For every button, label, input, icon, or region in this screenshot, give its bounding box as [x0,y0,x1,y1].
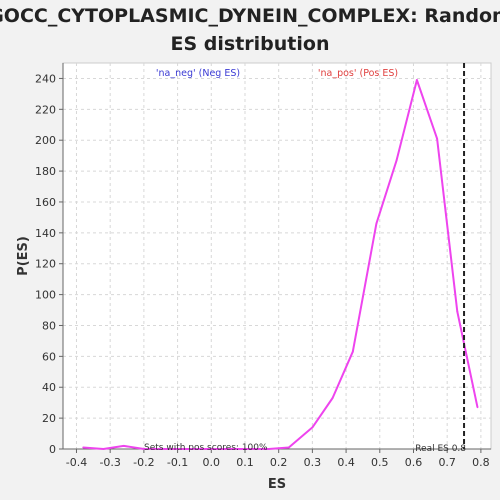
data-point [456,310,459,313]
series-line [83,79,479,450]
x-tick-label: 0.6 [405,456,423,469]
data-point [163,448,166,450]
data-point [82,446,85,449]
y-tick-label: 80 [42,319,56,332]
y-tick-label: 240 [35,72,56,85]
data-point [287,446,290,449]
data-point [102,448,105,450]
real-es-label: Real ES 0.8 [415,444,466,454]
legend-pos-label: 'na_pos' (Pos ES) [318,68,398,79]
y-axis-ticks: 0 20 40 60 80 100 120 140 160 180 200 220 240 [35,72,63,456]
data-point [331,397,334,399]
data-point [436,137,438,140]
data-point [183,448,186,450]
data-point [476,406,479,409]
y-tick-label: 180 [35,165,56,178]
legend-neg-label: 'na_neg' (Neg ES) [156,68,240,79]
data-point [311,426,314,429]
data-point [223,448,226,450]
x-axis-ticks: -0.4 -0.3 -0.2 -0.1 0.0 0.1 0.2 0.3 0.4 0.5 0.6 0.7… [66,449,490,469]
y-tick-label: 160 [35,196,56,209]
x-tick-label: 0.0 [203,456,221,469]
chart-title-line-2: ES distribution [171,33,330,55]
x-tick-label: 0.5 [371,456,389,469]
y-tick-label: 20 [42,412,56,425]
y-axis-title: P(ES) [16,236,31,276]
data-point [142,448,145,450]
data-point [244,448,246,450]
x-tick-label: -0.3 [99,456,120,469]
x-tick-label: -0.4 [66,456,87,469]
data-point [203,448,206,450]
y-tick-label: 100 [35,289,56,302]
plot-area [62,62,492,450]
x-tick-label: -0.2 [133,456,154,469]
chart-title-line-1: GOCC_CYTOPLASMIC_DYNEIN_COMPLEX: Random [0,5,500,27]
x-tick-label: 0.1 [236,456,254,469]
y-tick-label: 220 [35,103,56,116]
y-tick-label: 0 [49,443,56,456]
x-tick-label: 0.8 [472,456,490,469]
pos-scores-annotation: Sets with pos scores: 100% [144,443,268,453]
x-tick-label: 0.7 [438,456,456,469]
y-tick-label: 200 [35,134,56,147]
y-tick-label: 60 [42,350,56,363]
x-axis-title: ES [268,477,286,492]
data-point [375,222,378,225]
data-point [415,79,418,81]
data-point [395,159,398,162]
data-point [267,448,270,450]
data-point [351,350,354,353]
x-tick-label: 0.3 [304,456,322,469]
x-tick-label: -0.1 [167,456,188,469]
y-tick-label: 40 [42,381,56,394]
x-tick-label: 0.2 [270,456,288,469]
series [82,79,479,450]
y-tick-label: 140 [35,227,56,240]
x-tick-label: 0.4 [337,456,355,469]
y-tick-label: 120 [35,258,56,271]
data-point [122,445,125,447]
